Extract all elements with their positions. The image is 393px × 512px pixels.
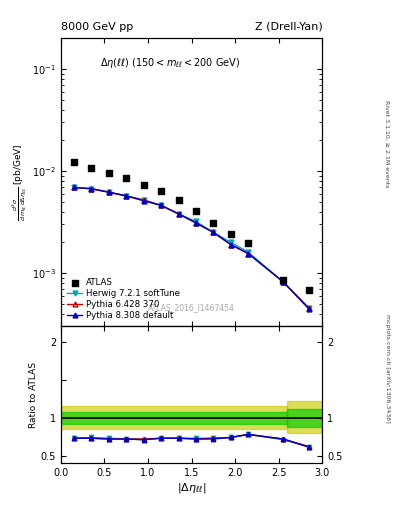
Herwig 7.2.1 softTune [211,229,216,236]
ATLAS [158,187,164,196]
Pythia 8.308 default [89,186,94,192]
Text: $\Delta\eta(\ell\ell)\ (150 < m_{\ell\ell} < 200\ \mathrm{GeV})$: $\Delta\eta(\ell\ell)\ (150 < m_{\ell\el… [101,56,241,70]
ATLAS [228,230,234,238]
Text: mcplots.cern.ch [arXiv:1306.3436]: mcplots.cern.ch [arXiv:1306.3436] [385,314,389,423]
Line: Pythia 6.428 370: Pythia 6.428 370 [72,185,312,311]
ATLAS [193,206,199,215]
Y-axis label: $\frac{d^2\sigma}{d\,m_{\ell\ell}\,d\Delta\eta_{\ell\ell}}$ [pb/GeV]: $\frac{d^2\sigma}{d\,m_{\ell\ell}\,d\Del… [11,143,29,221]
Pythia 8.308 default [124,193,129,199]
Text: Z (Drell-Yan): Z (Drell-Yan) [255,22,322,32]
Herwig 7.2.1 softTune [281,279,285,285]
ATLAS [175,196,182,204]
Line: Herwig 7.2.1 softTune: Herwig 7.2.1 softTune [72,185,312,311]
Pythia 8.308 default [159,202,163,208]
Pythia 8.308 default [281,279,285,285]
Text: ATLAS_2016_I1467454: ATLAS_2016_I1467454 [148,303,235,312]
Pythia 6.428 370 [89,186,94,192]
Herwig 7.2.1 softTune [246,249,251,255]
Text: Rivet 3.1.10, ≥ 2.1M events: Rivet 3.1.10, ≥ 2.1M events [385,100,389,187]
Pythia 8.308 default [228,242,233,248]
Y-axis label: Ratio to ATLAS: Ratio to ATLAS [29,362,38,428]
ATLAS [280,276,286,284]
Pythia 6.428 370 [307,305,312,311]
Pythia 6.428 370 [176,211,181,217]
Pythia 6.428 370 [281,279,285,285]
Pythia 6.428 370 [107,189,111,195]
ATLAS [88,163,95,172]
Pythia 6.428 370 [72,184,76,190]
Pythia 8.308 default [107,189,111,195]
ATLAS [141,181,147,189]
Herwig 7.2.1 softTune [141,197,146,203]
Herwig 7.2.1 softTune [176,211,181,217]
Pythia 8.308 default [246,250,251,257]
Pythia 8.308 default [72,184,76,190]
Herwig 7.2.1 softTune [307,305,312,311]
Pythia 8.308 default [307,306,312,312]
Pythia 8.308 default [176,211,181,217]
Text: 8000 GeV pp: 8000 GeV pp [61,22,133,32]
ATLAS [123,174,129,182]
Herwig 7.2.1 softTune [228,239,233,245]
ATLAS [245,239,252,247]
Pythia 6.428 370 [124,193,129,199]
Herwig 7.2.1 softTune [194,219,198,225]
Legend: ATLAS, Herwig 7.2.1 softTune, Pythia 6.428 370, Pythia 8.308 default: ATLAS, Herwig 7.2.1 softTune, Pythia 6.4… [65,276,182,322]
Pythia 6.428 370 [211,229,216,236]
Herwig 7.2.1 softTune [107,189,111,195]
Herwig 7.2.1 softTune [124,193,129,199]
ATLAS [210,219,217,227]
Pythia 6.428 370 [246,250,251,257]
Pythia 8.308 default [141,198,146,204]
ATLAS [71,157,77,165]
Herwig 7.2.1 softTune [159,202,163,208]
Pythia 8.308 default [194,220,198,226]
Line: Pythia 8.308 default: Pythia 8.308 default [72,185,312,312]
Herwig 7.2.1 softTune [89,186,94,192]
Pythia 6.428 370 [228,242,233,248]
Pythia 6.428 370 [194,220,198,226]
ATLAS [106,169,112,177]
Pythia 6.428 370 [159,202,163,208]
Herwig 7.2.1 softTune [72,184,76,190]
X-axis label: $|\Delta\eta_{\ell\ell}|$: $|\Delta\eta_{\ell\ell}|$ [177,481,206,495]
Pythia 8.308 default [211,229,216,236]
ATLAS [306,286,312,294]
Pythia 6.428 370 [141,197,146,203]
